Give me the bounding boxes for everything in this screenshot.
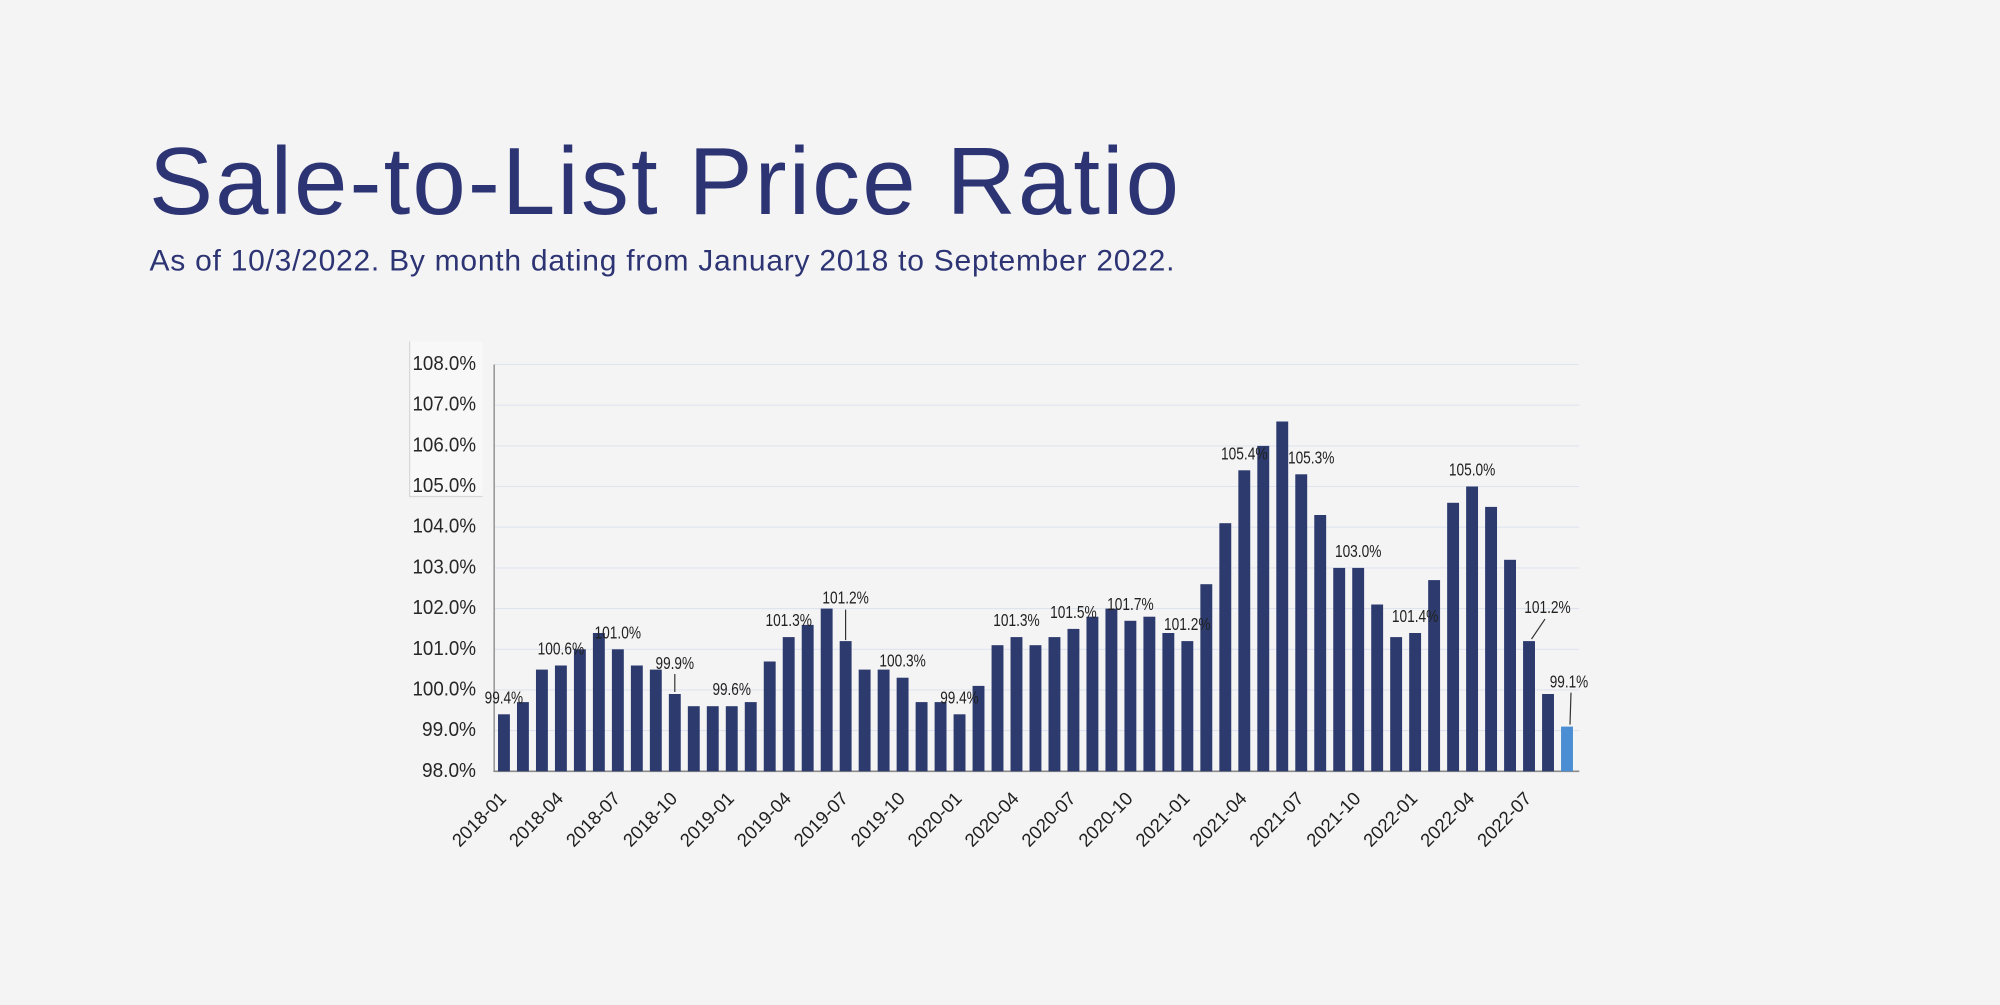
svg-text:101.0%: 101.0% — [413, 638, 477, 660]
svg-text:101.3%: 101.3% — [765, 610, 812, 630]
svg-text:99.4%: 99.4% — [940, 687, 979, 707]
svg-text:107.0%: 107.0% — [413, 394, 477, 416]
svg-text:99.6%: 99.6% — [712, 679, 751, 699]
svg-text:101.7%: 101.7% — [1107, 594, 1154, 614]
svg-text:101.4%: 101.4% — [1392, 606, 1439, 626]
svg-text:105.3%: 105.3% — [1288, 447, 1335, 467]
svg-text:108.0%: 108.0% — [413, 353, 477, 375]
svg-text:100.3%: 100.3% — [879, 651, 926, 671]
svg-text:105.4%: 105.4% — [1221, 443, 1268, 463]
svg-text:101.5%: 101.5% — [1050, 602, 1097, 622]
svg-text:As of 10/3/2022. By month dati: As of 10/3/2022. By month dating from Ja… — [150, 244, 1176, 277]
svg-text:103.0%: 103.0% — [413, 556, 477, 578]
svg-text:101.2%: 101.2% — [1164, 614, 1211, 634]
svg-text:105.0%: 105.0% — [1449, 460, 1496, 480]
svg-text:102.0%: 102.0% — [413, 597, 477, 619]
svg-text:98.0%: 98.0% — [422, 760, 476, 782]
svg-text:101.2%: 101.2% — [822, 588, 869, 608]
svg-text:Sale-to-List Price Ratio: Sale-to-List Price Ratio — [149, 128, 1181, 235]
svg-text:100.0%: 100.0% — [413, 678, 477, 700]
svg-text:99.4%: 99.4% — [485, 687, 524, 707]
svg-text:105.0%: 105.0% — [413, 475, 477, 497]
svg-text:103.0%: 103.0% — [1335, 541, 1382, 561]
svg-text:99.9%: 99.9% — [656, 653, 695, 673]
svg-text:99.0%: 99.0% — [422, 719, 476, 741]
svg-text:101.0%: 101.0% — [595, 622, 642, 642]
svg-text:100.6%: 100.6% — [538, 639, 585, 659]
svg-text:99.1%: 99.1% — [1550, 672, 1589, 692]
svg-text:101.3%: 101.3% — [993, 610, 1040, 630]
svg-text:106.0%: 106.0% — [413, 434, 477, 456]
svg-text:104.0%: 104.0% — [413, 516, 477, 538]
svg-text:101.2%: 101.2% — [1524, 597, 1571, 617]
